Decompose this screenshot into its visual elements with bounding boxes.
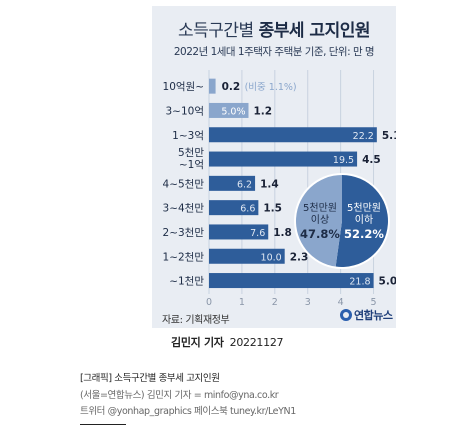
percent-label: 5.0%	[221, 106, 245, 117]
value-label: 2.3	[290, 251, 309, 263]
category-label: 1~2천만	[163, 251, 205, 263]
x-tick-label: 4	[338, 297, 344, 308]
caption-social: 트위터 @yonhap_graphics 페이스북 tuney.kr/LeYN1	[80, 406, 296, 417]
category-label: 3~4천만	[163, 203, 205, 215]
chart-title: 소득구간별 종부세 고지인원	[152, 16, 396, 41]
caption-title: [그래픽] 소득구간별 종부세 고지인원	[80, 373, 220, 384]
bar	[209, 102, 249, 118]
bar	[209, 224, 269, 240]
bar	[209, 127, 377, 143]
bar	[209, 175, 256, 191]
pie-slice-label: 이하	[355, 213, 373, 226]
x-tick-label: 1	[239, 297, 245, 308]
chart-card: 소득구간별 종부세 고지인원 2022년 1세대 1주택자 주택분 기준, 단위…	[152, 6, 396, 328]
x-tick-label: 2	[272, 297, 278, 308]
category-label: 3~10억	[166, 105, 205, 117]
value-label: 1.2	[253, 105, 272, 117]
percent-label: 19.5	[333, 155, 354, 166]
category-label: 4~5천만	[163, 178, 205, 190]
byline-date: 20221127	[229, 336, 284, 349]
logo-text: 연합뉴스	[354, 309, 393, 322]
category-label: 1~3억	[172, 130, 204, 142]
category-label: 2~3천만	[163, 227, 205, 239]
chart-subtitle: 2022년 1세대 1주택자 주택분 기준, 단위: 만 명	[173, 46, 375, 58]
value-label: 4.5	[362, 154, 381, 166]
pie-slice	[335, 175, 388, 267]
pie-value-label: 52.2%	[344, 227, 384, 241]
percent-label: 21.8	[349, 277, 370, 288]
percent-label: 10.0	[261, 252, 282, 263]
value-label: 0.2	[222, 81, 241, 93]
pie-slice	[296, 175, 342, 267]
yonhap-logo: 연합뉴스	[340, 307, 393, 323]
value-label: 5.1	[382, 130, 396, 142]
pie-slice-label: 5천만원	[347, 202, 381, 214]
category-label: ~1천만	[169, 276, 204, 288]
x-tick-label: 3	[305, 297, 311, 308]
pie-slice-label: 이상	[311, 214, 329, 226]
value-label: 5.0	[379, 276, 396, 288]
percent-label: 7.6	[250, 228, 265, 239]
chart-title-light: 소득구간별	[177, 21, 254, 41]
byline: 김민지 기자 20221127	[171, 334, 284, 350]
x-tick-label: 0	[206, 297, 212, 308]
percent-label: 6.6	[240, 204, 255, 215]
value-label: 1.8	[273, 227, 292, 239]
yonhap-logo-icon	[340, 309, 352, 321]
caption-credit: (서울=연합뉴스) 김민지 기자 = minfo@yna.co.kr	[80, 390, 279, 401]
percent-label: 6.2	[237, 179, 252, 190]
category-label: 10억원~	[163, 81, 204, 93]
value-label: 1.5	[263, 203, 282, 215]
divider	[80, 424, 126, 425]
pie-slice-label: 5천만원	[303, 202, 337, 214]
percent-label: (비중 1.1%)	[245, 82, 297, 93]
category-label: 5천만	[178, 147, 204, 159]
x-tick-label: 5	[371, 297, 377, 308]
bar	[209, 273, 374, 289]
bar	[209, 78, 216, 94]
source-note: 자료: 기획재정부	[162, 315, 230, 326]
bar-chart-plot: 0 1 2 3 4 5 10억원~ 0.2 (비중 1.1%) 3~10억 5.0% 1.2 1~3억 2…	[163, 70, 396, 308]
chart-title-bold: 종부세 고지인원	[258, 21, 371, 41]
percent-label: 22.2	[353, 131, 374, 142]
byline-name: 김민지 기자	[171, 336, 224, 349]
bar	[209, 151, 358, 167]
pie-value-label: 47.8%	[300, 227, 340, 241]
value-label: 1.4	[260, 178, 279, 190]
bar	[209, 248, 285, 264]
bar	[209, 200, 259, 216]
category-label: ~1억	[179, 159, 204, 171]
